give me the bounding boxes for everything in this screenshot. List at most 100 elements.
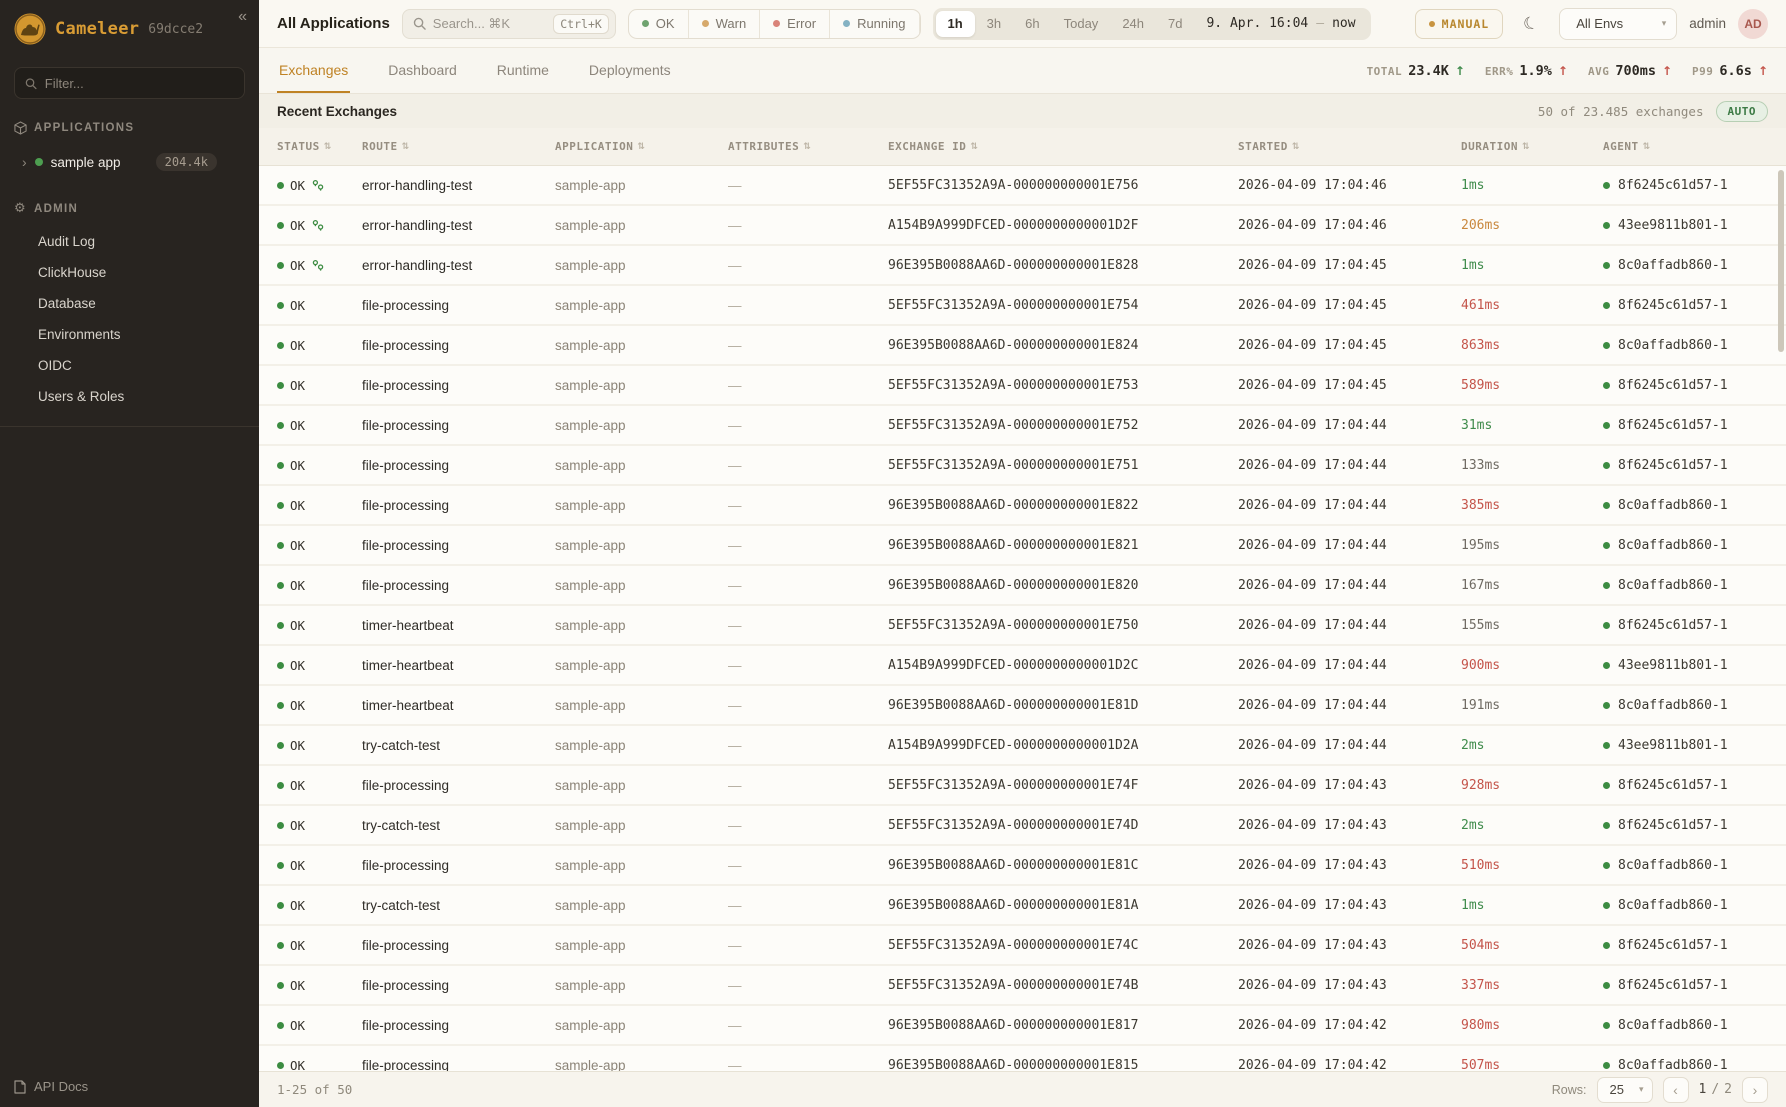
sort-icon[interactable]: ⇅ (637, 141, 646, 152)
column-header[interactable]: DURATION ⇅ (1461, 140, 1531, 153)
table-row[interactable]: OK file-processing sample-app — 5EF55FC3… (259, 926, 1786, 966)
table-row[interactable]: OK try-catch-test sample-app — 96E395B00… (259, 886, 1786, 926)
sidebar-admin-item[interactable]: ClickHouse (38, 265, 107, 280)
build-hash: 69dcce2 (148, 21, 204, 37)
table-row[interactable]: OK file-processing sample-app — 5EF55FC3… (259, 766, 1786, 806)
column-header[interactable]: STATUS ⇅ (277, 140, 332, 153)
sidebar-admin-item[interactable]: Users & Roles (38, 389, 125, 404)
table-row[interactable]: OK file-processing sample-app — 5EF55FC3… (259, 406, 1786, 446)
section-title: Recent Exchanges (277, 103, 398, 119)
tab[interactable]: Dashboard (388, 61, 457, 78)
time-range-button[interactable]: 1h (935, 10, 975, 37)
sort-icon[interactable]: ⇅ (1642, 141, 1651, 152)
sort-icon[interactable]: ⇅ (323, 141, 332, 152)
time-range-button[interactable]: Today (1063, 16, 1099, 31)
stat: AVG 700ms ↑ (1587, 62, 1673, 79)
table-row[interactable]: OK file-processing sample-app — 96E395B0… (259, 1046, 1786, 1071)
expand-chevron-icon[interactable]: › (22, 154, 27, 170)
status-filter-chip[interactable]: OK (629, 9, 689, 38)
environment-select[interactable]: All Envs ▾ (1559, 7, 1678, 40)
status-ok-dot (277, 501, 284, 509)
search-input[interactable] (432, 16, 547, 31)
app-logo-text: Cameleer (55, 19, 140, 39)
table-header: STATUS ⇅ ROUTE ⇅ APPLICATION ⇅ ATTRIBUTE… (259, 128, 1786, 166)
table-row[interactable]: OK try-catch-test sample-app — 5EF55FC31… (259, 806, 1786, 846)
table-row[interactable]: OK error-handling-test sample-app — 5EF5… (259, 166, 1786, 206)
agent-status-dot (1603, 1021, 1610, 1029)
status-filter-chip[interactable]: Warn (689, 9, 761, 38)
tab[interactable]: Deployments (588, 61, 671, 78)
table-row[interactable]: OK file-processing sample-app — 5EF55FC3… (259, 446, 1786, 486)
table-row[interactable]: OK file-processing sample-app — 96E395B0… (259, 486, 1786, 526)
sidebar-collapse-icon[interactable]: « (238, 8, 247, 25)
status-ok-dot (277, 341, 284, 349)
sort-icon[interactable]: ⇅ (803, 141, 812, 152)
column-header[interactable]: ATTRIBUTES ⇅ (728, 140, 812, 153)
table-row[interactable]: OK try-catch-test sample-app — A154B9A99… (259, 726, 1786, 766)
sidebar-admin-item[interactable]: Environments (38, 327, 121, 342)
table-row[interactable]: OK file-processing sample-app — 5EF55FC3… (259, 966, 1786, 1006)
column-header[interactable]: STARTED ⇅ (1238, 140, 1300, 153)
top-bar: All Applications Ctrl+K OK Warn Er (259, 0, 1786, 48)
rows-per-page-select[interactable]: 25 ▾ (1596, 1076, 1653, 1103)
status-ok-dot (277, 421, 284, 429)
column-header[interactable]: AGENT ⇅ (1603, 140, 1651, 153)
time-range-button[interactable]: 7d (1168, 16, 1183, 31)
table-row[interactable]: OK file-processing sample-app — 96E395B0… (259, 326, 1786, 366)
table-row[interactable]: OK error-handling-test sample-app — A154… (259, 206, 1786, 246)
sort-icon[interactable]: ⇅ (1291, 141, 1300, 152)
manual-refresh-button[interactable]: MANUAL (1414, 8, 1504, 39)
sidebar-admin-item[interactable]: Audit Log (38, 234, 96, 249)
time-range-button[interactable]: 6h (1025, 16, 1040, 31)
table-row[interactable]: OK file-processing sample-app — 96E395B0… (259, 566, 1786, 606)
cameleer-logo-icon (14, 13, 46, 45)
auto-refresh-badge[interactable]: AUTO (1715, 100, 1768, 122)
agent-status-dot (1603, 301, 1610, 309)
table-row[interactable]: OK file-processing sample-app — 96E395B0… (259, 1006, 1786, 1046)
table-row[interactable]: OK timer-heartbeat sample-app — 96E395B0… (259, 686, 1786, 726)
table-row[interactable]: OK file-processing sample-app — 96E395B0… (259, 526, 1786, 566)
time-range-button[interactable]: 24h (1122, 16, 1145, 31)
admin-section-header: ⚙ ADMIN (14, 201, 79, 216)
filter-input[interactable] (44, 75, 234, 91)
column-header[interactable]: ROUTE ⇅ (362, 140, 410, 153)
theme-toggle-moon-icon[interactable]: ☾ (1520, 11, 1542, 36)
status-filter-chip[interactable]: Running (830, 9, 920, 38)
trend-arrow-icon: ↑ (1557, 63, 1568, 78)
main-content: All Applications Ctrl+K OK Warn Er (259, 0, 1786, 1107)
tab[interactable]: Runtime (496, 61, 549, 78)
search-shortcut-badge: Ctrl+K (553, 13, 609, 34)
document-icon (14, 1079, 26, 1094)
sidebar-admin-item[interactable]: OIDC (38, 358, 72, 373)
sidebar-item-api-docs[interactable]: API Docs (14, 1079, 88, 1094)
time-range-button[interactable]: 3h (986, 16, 1002, 31)
sidebar-admin-item[interactable]: Database (38, 296, 96, 311)
sidebar-item-sample-app[interactable]: › sample app 204.4k (0, 149, 259, 175)
vertical-scrollbar[interactable] (1778, 170, 1784, 352)
sort-icon[interactable]: ⇅ (401, 141, 410, 152)
table-row[interactable]: OK file-processing sample-app — 96E395B0… (259, 846, 1786, 886)
sidebar-filter[interactable] (14, 67, 245, 99)
sort-icon[interactable]: ⇅ (1521, 141, 1531, 152)
table-row[interactable]: OK error-handling-test sample-app — 96E3… (259, 246, 1786, 286)
chevron-down-icon: ▾ (1638, 1084, 1644, 1095)
next-page-button[interactable]: › (1742, 1076, 1768, 1103)
table-row[interactable]: OK file-processing sample-app — 5EF55FC3… (259, 286, 1786, 326)
trend-arrow-icon: ↑ (1757, 63, 1768, 78)
search-box[interactable]: Ctrl+K (401, 8, 616, 39)
time-display[interactable]: 9. Apr. 16:04 – now (1194, 16, 1367, 31)
agent-status-dot (1603, 221, 1610, 229)
column-header[interactable]: EXCHANGE ID ⇅ (888, 140, 979, 153)
table-row[interactable]: OK timer-heartbeat sample-app — 5EF55FC3… (259, 606, 1786, 646)
avatar[interactable]: AD (1738, 8, 1768, 39)
tab[interactable]: Exchanges (277, 48, 351, 93)
prev-page-button[interactable]: ‹ (1662, 1076, 1689, 1103)
manual-dot (1428, 20, 1435, 27)
sort-icon[interactable]: ⇅ (970, 141, 979, 152)
column-header[interactable]: APPLICATION ⇅ (555, 140, 646, 153)
table-row[interactable]: OK file-processing sample-app — 5EF55FC3… (259, 366, 1786, 406)
status-filter-chip[interactable]: Error (760, 9, 831, 38)
table-row[interactable]: OK timer-heartbeat sample-app — A154B9A9… (259, 646, 1786, 686)
sidebar: Cameleer 69dcce2 « APPLICATIONS › sample… (0, 0, 259, 1107)
status-ok-dot (277, 741, 284, 749)
